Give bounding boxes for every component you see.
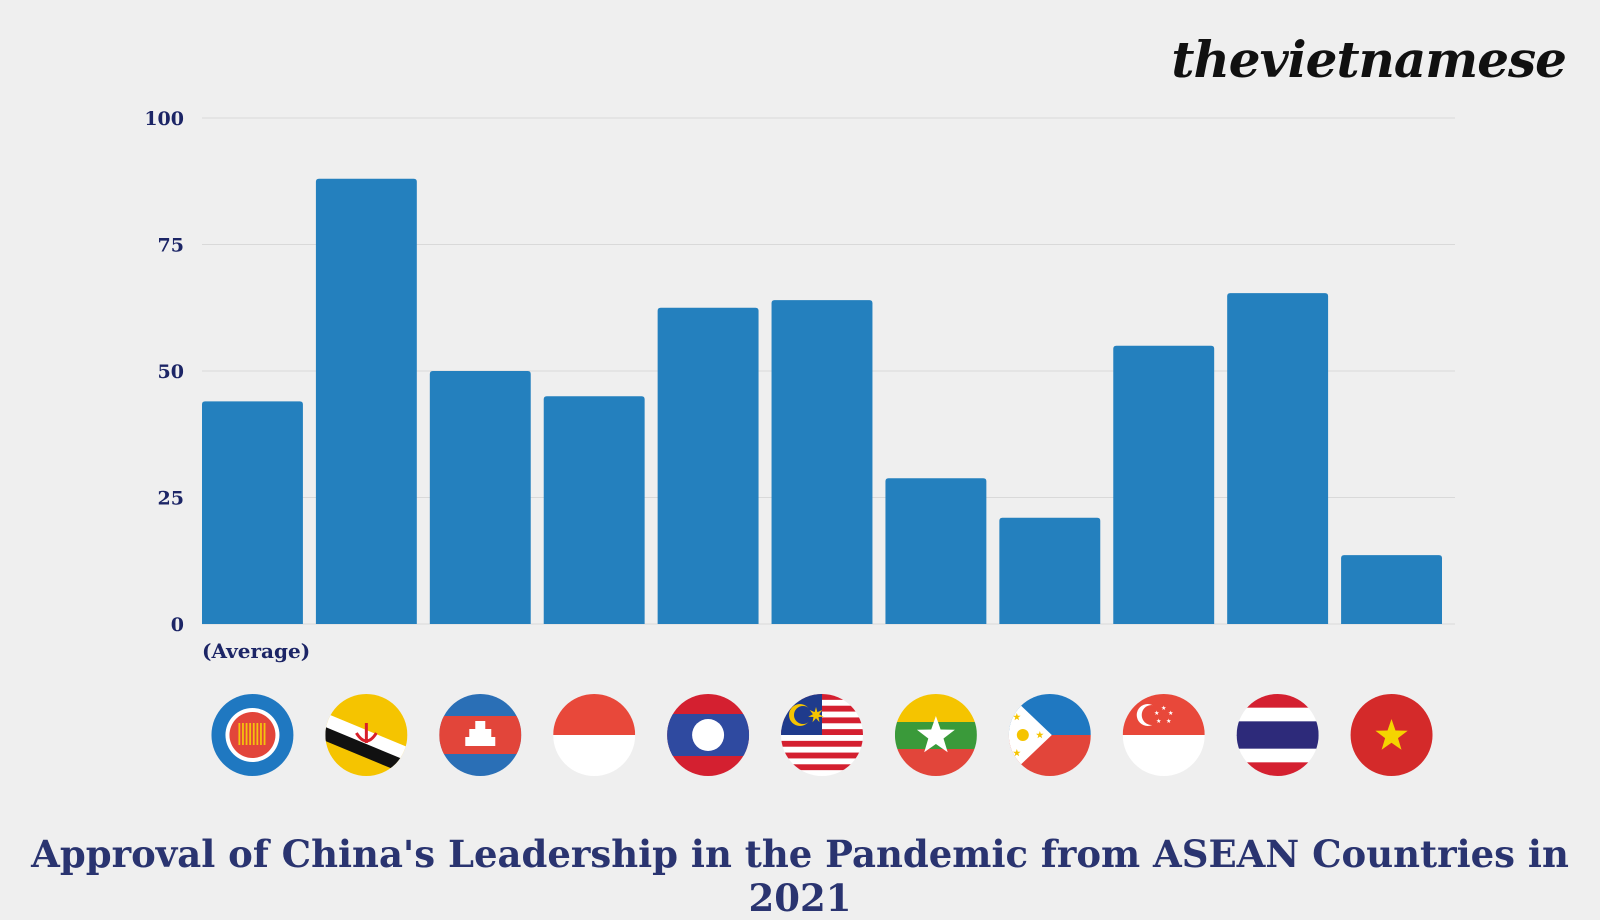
myanmar-flag-icon — [894, 694, 977, 776]
bars — [202, 178, 1442, 624]
chart-title: Approval of China's Leadership in the Pa… — [31, 832, 1569, 920]
bar — [543, 396, 645, 624]
singapore-flag-icon — [1122, 694, 1205, 776]
y-tick-label: 25 — [158, 488, 184, 510]
cambodia-flag-icon — [439, 694, 522, 776]
bar — [1227, 293, 1329, 624]
category-label: (Average) — [202, 639, 310, 663]
bar — [1341, 555, 1442, 624]
bar — [657, 307, 759, 624]
brunei-flag-icon — [325, 694, 408, 776]
thailand-flag-icon — [1236, 694, 1319, 776]
bar — [999, 517, 1101, 624]
y-tick-label: 50 — [158, 361, 184, 383]
category-labels: (Average) — [202, 639, 310, 663]
indonesia-flag-icon — [553, 694, 636, 776]
bar — [429, 371, 531, 624]
bar — [315, 178, 417, 624]
asean-flag-icon — [211, 694, 294, 776]
bar — [771, 300, 873, 624]
malaysia-flag-icon — [781, 694, 863, 776]
y-axis-ticks: 0 25 50 75 100 — [144, 108, 184, 636]
y-tick-label: 75 — [158, 235, 184, 257]
y-tick-label: 0 — [171, 614, 184, 636]
vietnam-flag-icon — [1350, 694, 1433, 776]
brand-logo: thevietnamese — [1171, 30, 1567, 89]
flag-row — [211, 694, 1433, 776]
bar — [202, 401, 303, 624]
philippines-flag-icon — [1008, 694, 1091, 776]
y-tick-label: 100 — [144, 108, 184, 130]
bar — [1113, 345, 1215, 624]
bar-chart: 0 25 50 75 100 (Average) — [144, 108, 1455, 776]
laos-flag-icon — [667, 694, 750, 776]
bar — [885, 478, 987, 624]
